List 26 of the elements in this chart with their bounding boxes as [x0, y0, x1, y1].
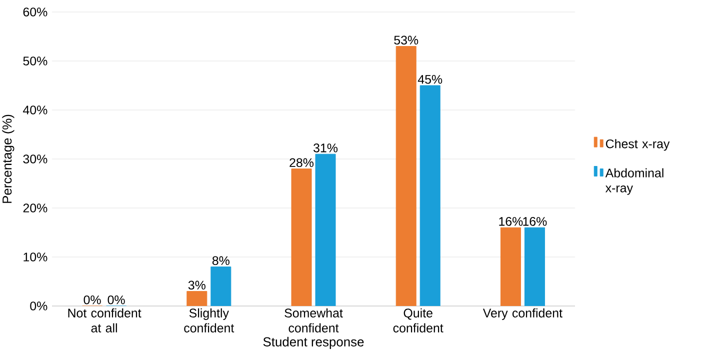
x-tick-label: Somewhat confident [284, 308, 343, 332]
x-tick-label: Quite confident [393, 308, 444, 332]
data-label: 0% [108, 295, 125, 304]
x-axis-title: Student response [263, 336, 364, 350]
y-tick-label: 60% [23, 8, 48, 16]
x-tick-label: Not confident at all [68, 308, 142, 332]
y-tick-label: 50% [23, 56, 48, 66]
y-tick-label: 20% [23, 204, 48, 212]
x-tick-label: Very confident [482, 308, 562, 320]
data-label: 28% [290, 158, 314, 168]
data-label: 16% [499, 217, 523, 226]
y-axis-title: Percentage (%) [2, 114, 14, 203]
data-label: 3% [188, 280, 206, 290]
legend-label: Chest x-ray [606, 139, 670, 151]
data-label: 8% [212, 256, 230, 266]
data-label: 16% [523, 217, 547, 226]
x-tick-label: Slightly confident [184, 308, 234, 332]
y-tick-label: 0% [30, 302, 48, 310]
data-label: 0% [84, 295, 101, 304]
data-label: 45% [418, 74, 442, 84]
y-tick-label: 40% [23, 106, 48, 114]
y-tick-label: 30% [23, 154, 48, 164]
data-label: 53% [394, 36, 418, 45]
y-tick-label: 10% [24, 252, 48, 262]
data-label: 31% [314, 144, 338, 152]
legend-label: Abdominal x-ray [605, 168, 664, 195]
